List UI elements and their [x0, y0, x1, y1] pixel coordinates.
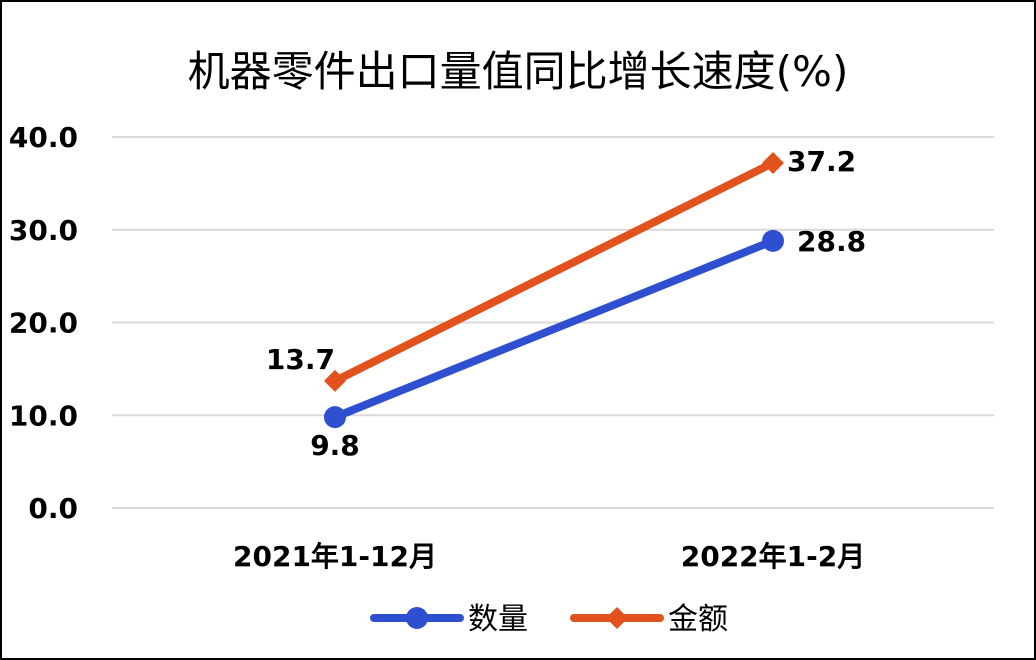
legend-marker — [406, 607, 428, 629]
legend: 数量 金额 — [370, 602, 728, 637]
data-labels: 9.8 28.8 13.7 37.2 — [266, 145, 866, 462]
legend-marker — [606, 607, 628, 629]
y-tick-label: 20.0 — [9, 307, 78, 340]
data-point-1 — [324, 406, 346, 429]
gridlines — [112, 136, 994, 509]
x-axis-ticks: 2021年1-12月 2022年1-2月 — [233, 540, 865, 573]
data-point-2 — [324, 369, 346, 392]
series-line-1 — [331, 236, 777, 422]
series-line-2 — [331, 158, 777, 385]
chart-title: 机器零件出口量值同比增长速度(%) — [188, 47, 849, 96]
series-lines — [324, 151, 784, 429]
data-point-1 — [762, 229, 784, 252]
y-tick-label: 40.0 — [9, 121, 78, 154]
x-tick-label: 2022年1-2月 — [681, 540, 866, 573]
y-tick-label: 10.0 — [9, 399, 78, 432]
y-tick-label: 30.0 — [9, 214, 78, 247]
data-point-2 — [762, 151, 784, 174]
data-label: 28.8 — [797, 225, 866, 258]
data-label: 13.7 — [266, 343, 335, 376]
data-label: 37.2 — [787, 145, 856, 178]
data-label: 9.8 — [310, 429, 360, 462]
legend-label: 金额 — [668, 602, 728, 637]
y-tick-label: 0.0 — [28, 492, 78, 525]
legend-label: 数量 — [468, 602, 528, 637]
x-tick-label: 2021年1-12月 — [233, 540, 437, 573]
y-axis-ticks: 0.0 10.0 20.0 30.0 40.0 — [9, 121, 78, 525]
